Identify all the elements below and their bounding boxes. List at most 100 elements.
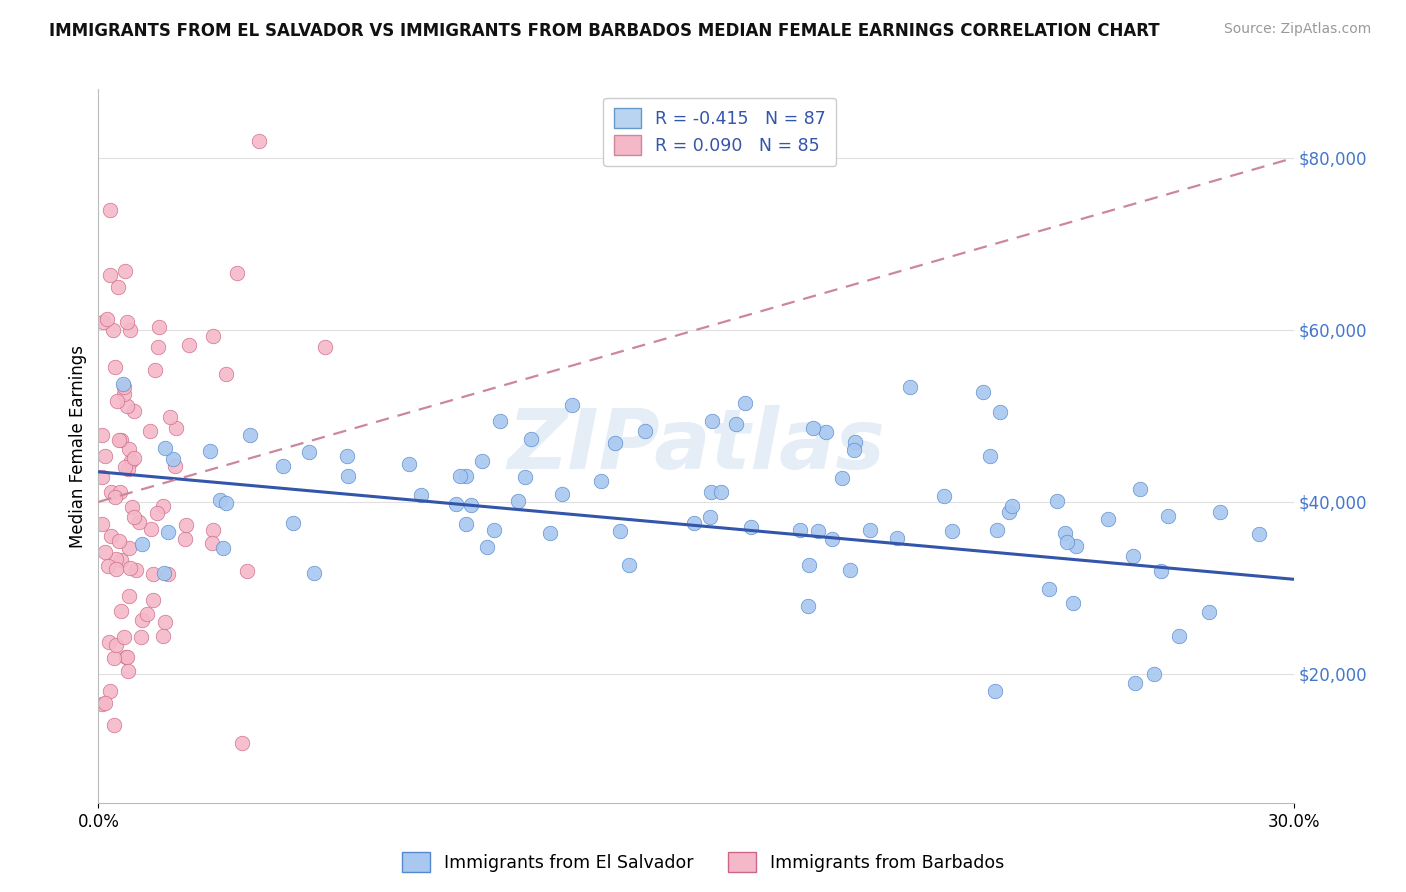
Point: [807, 524, 830, 538]
Point: [111, 376, 134, 391]
Point: [1122, 549, 1144, 564]
Point: [298, 445, 321, 459]
Point: [117, 461, 139, 475]
Point: [94, 449, 117, 463]
Point: [236, 564, 259, 578]
Point: [302, 566, 325, 580]
Point: [176, 517, 198, 532]
Point: [683, 516, 706, 531]
Point: [1249, 527, 1271, 541]
Point: [110, 433, 132, 447]
Point: [112, 380, 135, 394]
Point: [117, 664, 139, 678]
Point: [513, 470, 536, 484]
Text: ZIPatlas: ZIPatlas: [508, 406, 884, 486]
Point: [886, 531, 908, 545]
Point: [201, 536, 224, 550]
Point: [454, 468, 477, 483]
Point: [202, 328, 225, 343]
Point: [200, 444, 222, 458]
Point: [94, 696, 117, 710]
Point: [839, 562, 862, 576]
Point: [120, 560, 142, 574]
Point: [91, 517, 114, 532]
Point: [508, 493, 530, 508]
Point: [98, 202, 122, 217]
Point: [988, 405, 1011, 419]
Point: [131, 613, 153, 627]
Point: [104, 490, 127, 504]
Point: [489, 414, 512, 428]
Point: [941, 524, 963, 538]
Point: [821, 532, 844, 546]
Point: [202, 523, 225, 537]
Point: [115, 649, 138, 664]
Point: [281, 516, 304, 530]
Point: [131, 537, 153, 551]
Point: [271, 459, 294, 474]
Point: [1167, 629, 1189, 643]
Point: [520, 432, 543, 446]
Point: [153, 441, 176, 455]
Point: [484, 523, 506, 537]
Point: [131, 630, 153, 644]
Point: [120, 323, 142, 337]
Point: [454, 516, 477, 531]
Point: [141, 522, 163, 536]
Point: [1097, 512, 1119, 526]
Point: [105, 639, 128, 653]
Point: [135, 607, 157, 621]
Point: [163, 458, 186, 473]
Point: [1038, 582, 1060, 596]
Point: [998, 505, 1021, 519]
Point: [120, 454, 142, 468]
Point: [121, 500, 143, 514]
Point: [122, 510, 145, 524]
Point: [617, 558, 640, 572]
Point: [551, 487, 574, 501]
Point: [979, 449, 1001, 463]
Point: [98, 684, 122, 698]
Point: [103, 718, 125, 732]
Point: [1062, 596, 1084, 610]
Point: [91, 470, 114, 484]
Point: [239, 428, 262, 442]
Point: [117, 541, 139, 556]
Point: [231, 736, 253, 750]
Point: [128, 515, 150, 529]
Point: [1046, 494, 1069, 508]
Point: [797, 558, 820, 572]
Point: [1053, 526, 1076, 541]
Point: [98, 268, 121, 282]
Point: [152, 499, 174, 513]
Point: [797, 599, 820, 613]
Point: [475, 540, 498, 554]
Point: [209, 493, 232, 508]
Point: [609, 524, 631, 538]
Point: [337, 469, 360, 483]
Point: [898, 379, 921, 393]
Point: [700, 485, 723, 500]
Point: [114, 459, 136, 474]
Point: [100, 529, 122, 543]
Point: [1198, 605, 1220, 619]
Point: [108, 434, 131, 448]
Point: [315, 340, 337, 354]
Point: [1143, 666, 1166, 681]
Point: [844, 434, 866, 449]
Point: [1064, 539, 1087, 553]
Point: [859, 523, 882, 537]
Point: [215, 367, 238, 381]
Point: [561, 398, 583, 412]
Point: [411, 488, 433, 502]
Point: [986, 523, 1008, 537]
Point: [157, 567, 180, 582]
Point: [146, 507, 169, 521]
Point: [740, 520, 762, 534]
Point: [1150, 564, 1173, 578]
Point: [165, 420, 187, 434]
Point: [148, 340, 170, 354]
Point: [444, 497, 467, 511]
Legend: R = -0.415   N = 87, R = 0.090   N = 85: R = -0.415 N = 87, R = 0.090 N = 85: [603, 98, 837, 166]
Point: [152, 629, 174, 643]
